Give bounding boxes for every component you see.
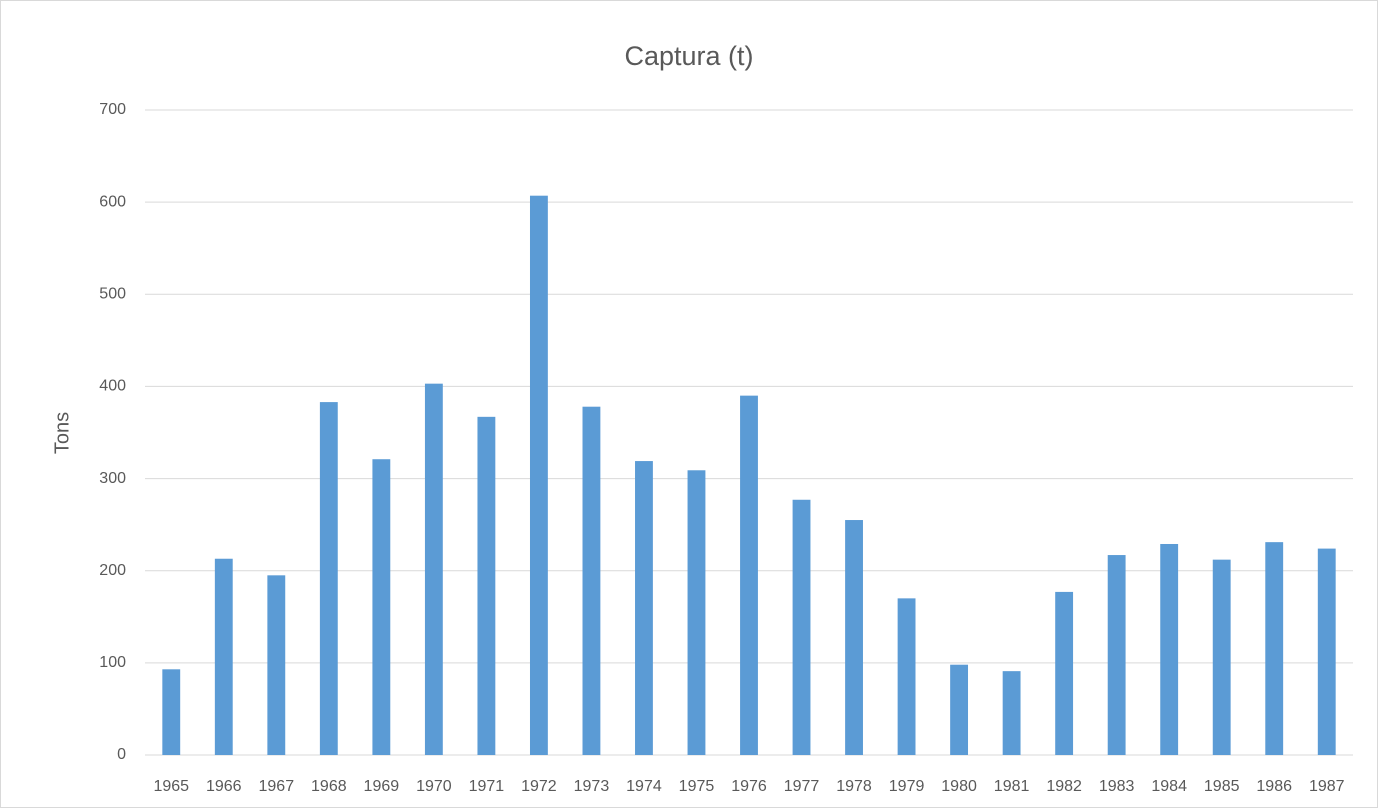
- y-tick-label: 700: [99, 101, 126, 118]
- x-tick-label: 1984: [1151, 778, 1187, 795]
- bar: [1055, 591, 1074, 755]
- bar: [1212, 559, 1231, 755]
- bar: [529, 195, 548, 755]
- x-tick-label: 1980: [941, 778, 977, 795]
- y-tick-label: 200: [99, 562, 126, 579]
- x-tick-label: 1966: [206, 778, 242, 795]
- x-tick-label: 1981: [994, 778, 1030, 795]
- bar: [372, 459, 391, 755]
- y-tick-label: 400: [99, 378, 126, 395]
- x-tick-label: 1969: [364, 778, 400, 795]
- bar: [687, 470, 706, 755]
- bar: [950, 664, 969, 755]
- bar: [424, 383, 443, 755]
- x-tick-label: 1977: [784, 778, 820, 795]
- bar: [1317, 548, 1336, 755]
- x-tick-label: 1978: [836, 778, 872, 795]
- bar: [267, 575, 286, 755]
- y-tick-label: 600: [99, 193, 126, 210]
- bar: [1002, 671, 1021, 755]
- x-tick-label: 1972: [521, 778, 557, 795]
- bar: [635, 461, 653, 755]
- x-tick-label: 1983: [1099, 778, 1135, 795]
- x-tick-label: 1979: [889, 778, 925, 795]
- bar: [214, 558, 233, 755]
- x-tick-label: 1987: [1309, 778, 1345, 795]
- y-axis-label: Tons: [51, 412, 73, 454]
- bar: [1160, 543, 1179, 755]
- bar: [477, 416, 496, 755]
- bar: [897, 598, 916, 755]
- x-tick-label: 1986: [1256, 778, 1292, 795]
- bar: [845, 520, 863, 755]
- y-tick-label: 0: [117, 746, 126, 763]
- y-tick-label: 100: [99, 654, 126, 671]
- bar: [582, 406, 601, 755]
- bar: [1265, 542, 1284, 755]
- chart-title: Captura (t): [624, 41, 753, 71]
- bar: [792, 499, 811, 755]
- x-tick-label: 1971: [469, 778, 505, 795]
- x-tick-label: 1985: [1204, 778, 1240, 795]
- bar: [162, 669, 181, 755]
- bar: [1107, 555, 1126, 755]
- y-tick-label: 500: [99, 286, 126, 303]
- x-tick-label: 1968: [311, 778, 347, 795]
- y-tick-label: 300: [99, 470, 126, 487]
- bar: [740, 395, 758, 755]
- x-tick-label: 1974: [626, 778, 662, 795]
- x-tick-label: 1965: [153, 778, 189, 795]
- x-tick-label: 1975: [679, 778, 715, 795]
- x-tick-label: 1970: [416, 778, 452, 795]
- x-tick-label: 1982: [1046, 778, 1082, 795]
- x-tick-label: 1967: [259, 778, 295, 795]
- bar: [319, 402, 338, 755]
- x-tick-label: 1976: [731, 778, 767, 795]
- x-tick-label: 1973: [574, 778, 610, 795]
